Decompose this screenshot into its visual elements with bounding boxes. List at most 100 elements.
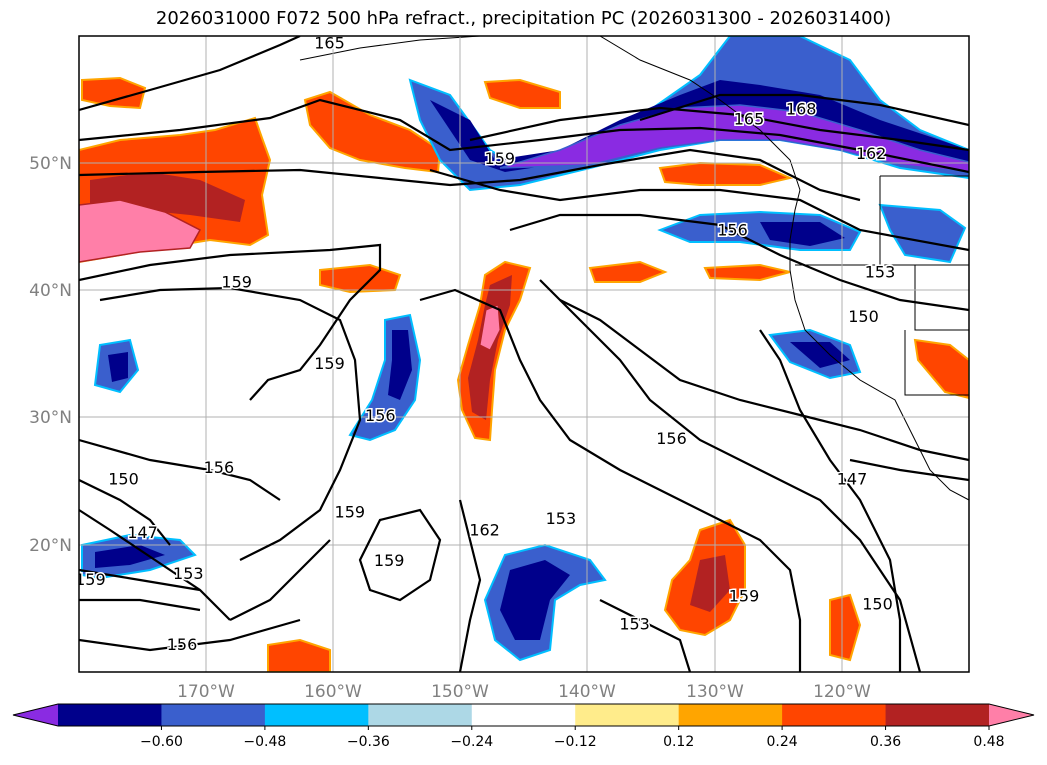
colorbar-extend-max — [989, 704, 1034, 726]
contour-150 — [559, 299, 969, 672]
contour-label: 150 — [848, 307, 879, 326]
latitude-labels: 50°N 40°N 30°N 20°N — [29, 154, 72, 556]
contour-label: 153 — [173, 564, 204, 583]
gridlines — [79, 36, 969, 672]
precip-blob-inland — [878, 203, 967, 264]
geopotential-contours — [79, 36, 969, 672]
colorbar-tick-label: 0.48 — [973, 734, 1004, 750]
precip-blob-s4 — [267, 638, 331, 672]
precip-blob-sw-navy — [95, 545, 165, 568]
contour-label: 159 — [729, 587, 760, 606]
coastlines — [299, 36, 969, 501]
lon-label-120w: 120°W — [813, 682, 871, 702]
colorbar-segment — [471, 704, 576, 726]
colorbar-segment — [575, 704, 680, 726]
precip-blob-e4 — [588, 260, 668, 283]
precip-blob-w2-navy — [388, 330, 412, 400]
lat-label-50n: 50°N — [29, 154, 72, 174]
longitude-labels: 170°W 160°W 150°W 140°W 130°W 120°W — [177, 682, 871, 702]
contour-label: 156 — [167, 635, 198, 654]
colorbar: −0.60 −0.48 −0.36 −0.24 −0.12 0.12 0.24 0.36 0.4… — [12, 703, 1035, 750]
contour-156-central — [419, 288, 802, 672]
precip-blob-s2-dark — [690, 555, 730, 612]
contour-label: 150 — [108, 470, 139, 489]
contour-label: 153 — [619, 615, 650, 634]
contour-label: 162 — [856, 144, 887, 163]
contour-label: 159 — [75, 570, 106, 589]
precip-blob-coast-ne-navy — [760, 222, 845, 246]
contour-label: 162 — [469, 521, 500, 540]
lat-label-20n: 20°N — [29, 536, 72, 556]
precip-blob-s3 — [829, 593, 862, 662]
precip-blob-top-center — [483, 78, 561, 109]
contour-147 — [849, 458, 969, 482]
contour-label: 153 — [546, 509, 577, 528]
map-title: 2026031000 F072 500 hPa refract., precip… — [155, 8, 892, 29]
precip-band-central-pink — [479, 304, 501, 351]
contour-label: 150 — [862, 594, 893, 613]
contour-label: 159 — [221, 273, 252, 292]
colorbar-segment — [368, 704, 473, 726]
colorbar-segment — [264, 704, 369, 726]
precip-blob-e2 — [913, 338, 969, 400]
contour-label: 159 — [314, 354, 345, 373]
contour-labels: 165 168 165 162 159 156 159 153 150 159 156 156 156 1… — [75, 33, 897, 656]
contour-165 — [79, 36, 969, 152]
contour-label: 147 — [127, 523, 158, 542]
lon-label-160w: 160°W — [304, 682, 362, 702]
colorbar-segment — [161, 704, 266, 726]
colorbar-tick-label: −0.60 — [140, 734, 183, 750]
precip-blob-s1-navy — [500, 560, 570, 640]
contour-label: 165 — [314, 33, 345, 52]
lon-label-140w: 140°W — [558, 682, 616, 702]
colorbar-tick-label: −0.12 — [554, 734, 597, 750]
lat-label-40n: 40°N — [29, 281, 72, 301]
contour-south-center — [229, 499, 692, 672]
map-frame — [78, 35, 970, 673]
lat-label-30n: 30°N — [29, 408, 72, 428]
coastline-alaska — [299, 36, 801, 191]
colorbar-outline — [12, 703, 1035, 727]
contour-label: 156 — [365, 406, 396, 425]
contour-162 — [79, 98, 969, 174]
contour-label: 168 — [786, 100, 817, 119]
contour-156-north — [79, 243, 382, 401]
contour-label: 159 — [485, 149, 516, 168]
colorbar-extend-min — [13, 704, 58, 726]
lon-label-150w: 150°W — [431, 682, 489, 702]
precipitation-fill — [79, 36, 969, 672]
precip-blob-nw-pink — [79, 199, 202, 263]
colorbar-tick-label: −0.36 — [347, 734, 390, 750]
map-panel: 165 168 165 162 159 156 159 153 150 159 156 156 156 1… — [75, 33, 969, 672]
contour-label: 156 — [717, 220, 748, 239]
contour-159-central — [99, 168, 969, 561]
state-borders — [795, 175, 969, 396]
colorbar-segment — [782, 704, 887, 726]
colorbar-tick-label: 0.36 — [870, 734, 901, 750]
colorbar-segment — [58, 704, 162, 726]
precip-blob-e3 — [703, 263, 791, 282]
contour-label: 159 — [374, 551, 405, 570]
contour-label: 147 — [837, 470, 868, 489]
colorbar-tick-label: 0.12 — [663, 734, 694, 750]
colorbar-segment — [678, 704, 783, 726]
precip-blob-top-left — [81, 76, 147, 110]
contour-label: 159 — [335, 503, 366, 522]
lon-label-130w: 130°W — [686, 682, 744, 702]
colorbar-segment — [885, 704, 990, 726]
contour-159-north — [79, 148, 861, 202]
contour-label: 156 — [656, 429, 687, 448]
contour-sw-set — [79, 438, 301, 652]
colorbar-tick-label: −0.48 — [243, 734, 286, 750]
precip-blob-w1-navy — [108, 352, 128, 382]
contour-label: 165 — [734, 110, 765, 129]
contour-168 — [639, 93, 969, 127]
contour-label: 153 — [865, 262, 896, 281]
contour-label: 156 — [204, 458, 235, 477]
colorbar-tick-label: 0.24 — [767, 734, 798, 750]
contour-153 — [509, 213, 969, 672]
coastline-west-coast — [789, 189, 969, 501]
lon-label-170w: 170°W — [177, 682, 235, 702]
colorbar-tick-label: −0.24 — [450, 734, 493, 750]
precip-blob-e1-navy — [790, 342, 850, 368]
